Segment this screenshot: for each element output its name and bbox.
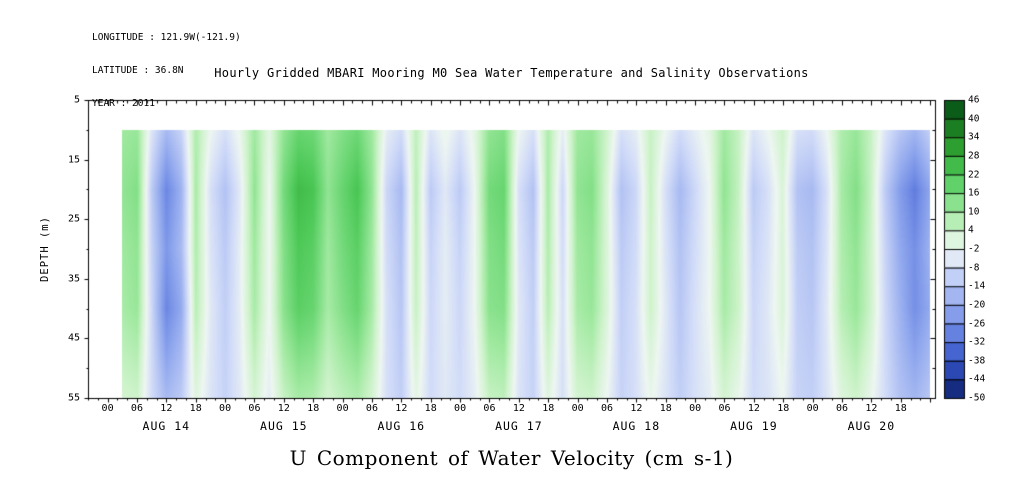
x-hour-label: 12	[865, 403, 878, 414]
x-hour-label: 06	[835, 403, 848, 414]
x-hour-label: 12	[630, 403, 643, 414]
x-hour-label: 00	[454, 403, 467, 414]
colorbar-tick-label: 16	[968, 187, 980, 199]
colorbar-tick-label: 40	[968, 113, 980, 125]
x-hour-label: 06	[248, 403, 261, 414]
x-hour-label: 00	[219, 403, 232, 414]
date-label: AUG 18	[612, 419, 661, 433]
date-label: AUG 20	[847, 419, 896, 433]
x-hour-label: 00	[101, 403, 114, 414]
x-hour-label: 12	[160, 403, 173, 414]
header-info: LONGITUDE : 121.9W(-121.9) LATITUDE : 36…	[92, 10, 241, 131]
depth-tick-label: 45	[67, 332, 80, 344]
header-year: YEAR : 2011	[92, 98, 155, 109]
colorbar-tick-label: -26	[968, 318, 986, 329]
colorbar-tick-label: -32	[968, 336, 986, 348]
colorbar-tick-label: -38	[968, 355, 986, 367]
x-hour-label: 18	[777, 403, 790, 414]
date-label: AUG 17	[495, 419, 543, 433]
x-hour-label: 12	[747, 403, 760, 414]
x-hour-label: 06	[600, 403, 613, 414]
colorbar-tick-label: -8	[968, 262, 980, 274]
x-hour-label: 18	[424, 403, 437, 414]
date-label: AUG 19	[730, 419, 778, 433]
x-hour-label: 18	[659, 403, 672, 414]
x-hour-label: 00	[689, 403, 702, 414]
colorbar-tick-label: 28	[968, 150, 980, 162]
x-hour-label: 00	[571, 403, 584, 414]
x-hour-label: 00	[806, 403, 819, 414]
x-hour-label: 12	[277, 403, 290, 414]
colorbar-tick-label: 4	[968, 224, 974, 236]
depth-tick-label: 35	[67, 273, 80, 285]
depth-tick-label: 5	[73, 94, 80, 106]
x-hour-label: 12	[395, 403, 408, 414]
colorbar-tick-label: 34	[968, 131, 980, 143]
x-hour-label: 18	[189, 403, 202, 414]
x-hour-label: 12	[512, 403, 525, 414]
colorbar-tick-label: 22	[968, 169, 980, 180]
x-hour-label: 18	[307, 403, 320, 414]
colorbar-tick-label: -50	[968, 392, 986, 404]
date-label: AUG 14	[142, 419, 191, 433]
date-label: AUG 16	[377, 419, 426, 433]
x-hour-label: 18	[542, 403, 555, 414]
plot-title: Hourly Gridded MBARI Mooring M0 Sea Wate…	[214, 66, 809, 80]
y-axis-label: DEPTH (m)	[39, 216, 51, 282]
x-hour-label: 06	[718, 403, 731, 414]
depth-tick-label: 15	[67, 154, 80, 166]
date-label: AUG 15	[260, 419, 308, 433]
colorbar-tick-label: 46	[968, 94, 980, 106]
colorbar-tick-label: -44	[968, 373, 986, 385]
x-hour-label: 06	[483, 403, 496, 414]
x-hour-label: 00	[336, 403, 349, 414]
colorbar-tick-label: -2	[968, 243, 980, 255]
colorbar-tick-label: -14	[968, 280, 986, 292]
x-hour-label: 06	[130, 403, 143, 414]
depth-tick-label: 25	[67, 213, 80, 225]
colorbar-tick-label: -20	[968, 299, 986, 311]
header-latitude: LATITUDE : 36.8N	[92, 65, 184, 76]
header-longitude: LONGITUDE : 121.9W(-121.9)	[92, 32, 241, 43]
x-hour-label: 18	[894, 403, 907, 414]
x-hour-label: 06	[365, 403, 378, 414]
colorbar-tick-label: 10	[968, 206, 980, 218]
depth-tick-label: 55	[67, 392, 80, 404]
x-axis-caption: U Component of Water Velocity (cm s-1)	[289, 446, 734, 470]
